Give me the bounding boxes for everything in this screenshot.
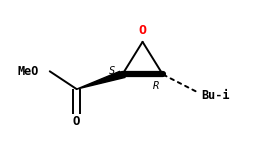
Text: S: S (108, 66, 115, 75)
Text: O: O (73, 115, 80, 128)
Text: Bu-i: Bu-i (201, 89, 229, 102)
Text: R: R (153, 81, 159, 91)
Text: O: O (139, 24, 147, 38)
Polygon shape (77, 71, 125, 89)
Text: MeO: MeO (17, 65, 39, 78)
